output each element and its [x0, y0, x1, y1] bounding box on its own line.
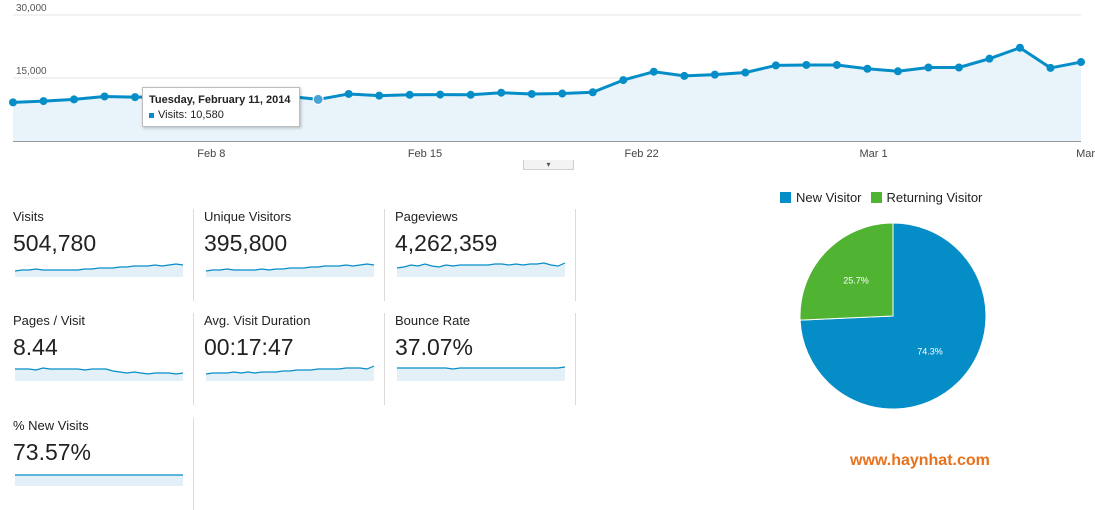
visitor-type-pie-chart: 74.3% 25.7% [799, 222, 987, 410]
metric-tile[interactable]: % New Visits 73.57% [13, 418, 194, 510]
chart-tooltip: Tuesday, February 11, 2014 Visits: 10,58… [142, 87, 300, 127]
x-tick-label: Mar 8 [1076, 148, 1095, 160]
metric-sparkline [205, 365, 375, 381]
pie-slice-label: 74.3% [917, 346, 943, 356]
collapse-handle[interactable]: ▾ [523, 160, 574, 170]
tooltip-date: Tuesday, February 11, 2014 [149, 94, 291, 106]
metric-label: Visits [13, 209, 44, 224]
metric-sparkline [15, 474, 183, 486]
visits-point[interactable] [312, 93, 324, 105]
x-tick-label: Feb 15 [408, 148, 442, 160]
pie-legend: New Visitor Returning Visitor [780, 190, 991, 205]
visits-point[interactable] [802, 60, 811, 69]
y-tick-label: 30,000 [16, 3, 47, 14]
sparkline-area [206, 366, 374, 381]
legend-item-new-visitor[interactable]: New Visitor [780, 190, 862, 205]
visits-point[interactable] [893, 67, 902, 76]
metric-value: 00:17:47 [204, 334, 294, 360]
legend-item-returning-visitor[interactable]: Returning Visitor [870, 190, 983, 205]
visits-point[interactable] [863, 64, 872, 73]
sparkline-line [205, 263, 375, 272]
visits-point[interactable] [558, 89, 567, 98]
visits-point[interactable] [619, 76, 628, 85]
metric-value: 8.44 [13, 334, 58, 360]
metric-value: 4,262,359 [395, 230, 498, 256]
visits-point[interactable] [70, 95, 79, 104]
visits-point[interactable] [375, 91, 384, 100]
visits-point[interactable] [954, 63, 963, 72]
visits-point[interactable] [9, 98, 17, 107]
visits-point[interactable] [924, 63, 933, 72]
visits-point[interactable] [405, 90, 414, 99]
metric-sparkline [396, 262, 566, 277]
metric-label: % New Visits [13, 418, 89, 433]
sparkline-area [397, 367, 565, 381]
watermark: www.haynhat.com [850, 452, 990, 469]
metric-tile[interactable]: Bounce Rate 37.07% [395, 313, 576, 405]
visits-point[interactable] [649, 67, 658, 76]
x-tick-label: Mar 1 [859, 148, 887, 160]
pie-slice[interactable] [799, 222, 894, 321]
legend-label-returning-visitor: Returning Visitor [886, 190, 983, 205]
legend-swatch-new-visitor [780, 192, 791, 203]
collapse-handle-icon: ▾ [546, 160, 551, 169]
visits-point[interactable] [1015, 43, 1024, 52]
visits-point[interactable] [497, 88, 506, 97]
visits-point[interactable] [588, 88, 597, 97]
visits-point[interactable] [131, 93, 140, 102]
metric-label: Pages / Visit [13, 313, 86, 328]
sparkline-line [14, 263, 184, 272]
metric-value: 37.07% [395, 334, 474, 360]
y-tick-label: 15,000 [16, 66, 47, 77]
metric-label: Pageviews [395, 209, 458, 224]
visits-point[interactable] [100, 92, 109, 101]
legend-label-new-visitor: New Visitor [796, 190, 862, 205]
metric-value: 395,800 [204, 230, 288, 256]
sparkline-area [15, 264, 183, 277]
metric-label: Unique Visitors [204, 209, 292, 224]
sparkline-area [397, 263, 565, 277]
tooltip-row: Visits: 10,580 [149, 109, 224, 121]
metric-sparkline [397, 366, 566, 381]
sparkline-line [397, 366, 566, 370]
metric-tile[interactable]: Avg. Visit Duration 00:17:47 [204, 313, 385, 405]
metric-tile[interactable]: Unique Visitors 395,800 [204, 209, 385, 301]
visits-point[interactable] [39, 97, 48, 106]
visits-point[interactable] [436, 90, 445, 99]
metric-sparkline [15, 367, 184, 381]
x-tick-label: Feb 22 [624, 148, 658, 160]
legend-swatch-returning-visitor [870, 192, 882, 203]
visits-point[interactable] [1077, 58, 1085, 67]
metric-label: Avg. Visit Duration [204, 313, 311, 328]
visits-point[interactable] [527, 89, 536, 98]
metric-tile[interactable]: Pageviews 4,262,359 [395, 209, 576, 301]
visits-point[interactable] [985, 54, 994, 63]
tooltip-value: Visits: 10,580 [158, 109, 224, 121]
metric-label: Bounce Rate [395, 313, 471, 328]
visits-point[interactable] [680, 71, 689, 80]
visits-point[interactable] [1046, 63, 1055, 72]
metric-sparkline [205, 263, 375, 277]
visits-point[interactable] [741, 68, 750, 77]
metric-sparkline [14, 263, 184, 277]
visits-line-chart: 30,000 15,000 Feb 8 Feb 15 Feb 22 Mar 1 Mar 8 [9, 3, 1095, 160]
sparkline-area [15, 475, 183, 486]
series-dot-icon [149, 112, 154, 118]
visits-point[interactable] [771, 61, 780, 70]
pie-slice-label: 25.7% [843, 276, 869, 286]
sparkline-area [15, 368, 183, 381]
metric-tile[interactable]: Pages / Visit 8.44 [13, 313, 194, 405]
visits-point[interactable] [344, 89, 353, 98]
metric-value: 73.57% [13, 439, 92, 465]
visits-point[interactable] [832, 60, 841, 69]
sparkline-line [205, 365, 375, 375]
visits-point[interactable] [710, 70, 719, 79]
sparkline-area [206, 264, 374, 277]
sparkline-line [15, 367, 184, 375]
visits-point[interactable] [466, 90, 475, 99]
x-tick-label: Feb 8 [197, 148, 225, 160]
sparkline-line [396, 262, 566, 269]
metric-value: 504,780 [13, 230, 97, 256]
metric-tile[interactable]: Visits 504,780 [13, 209, 194, 301]
